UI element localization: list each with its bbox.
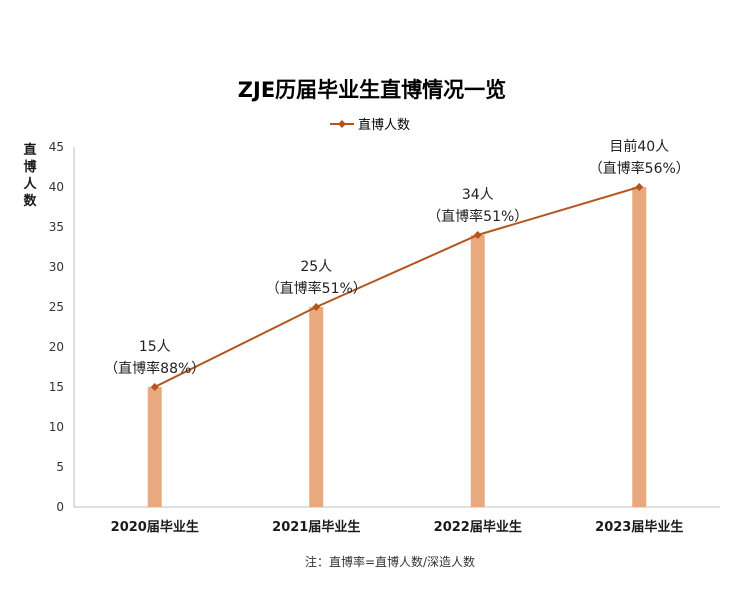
y-tick-label: 5 [56, 460, 64, 474]
y-tick-label: 15 [49, 380, 64, 394]
y-axis-title: 直博人数 [23, 142, 37, 209]
data-label-rate: （直博率51%） [427, 208, 528, 225]
line-point [312, 303, 321, 311]
x-category-label: 2022届毕业生 [434, 519, 522, 535]
chart-title: ZJE历届毕业生直博情况一览 [238, 78, 506, 102]
data-labels: 15人 （直博率88%） 25人 （直博率51%） 34人 （直博率51%） 目前40人 （直… [104, 138, 690, 377]
y-tick-label: 0 [56, 500, 64, 514]
bars [147, 187, 647, 507]
x-axis-categories: 2020届毕业生 2021届毕业生 2022届毕业生 2023届毕业生 [111, 519, 684, 535]
y-tick-label: 45 [49, 140, 64, 154]
x-category-label: 2021届毕业生 [272, 519, 360, 535]
y-axis-title-char: 博 [23, 159, 36, 175]
data-label: 25人 （直博率51%） [266, 259, 367, 297]
data-label-count: 15人 [139, 339, 171, 355]
data-label-count: 34人 [462, 187, 494, 203]
legend: 直博人数 [330, 118, 410, 133]
y-tick-label: 40 [49, 180, 64, 194]
line-point [473, 231, 482, 239]
bar [309, 307, 324, 507]
bar [470, 235, 485, 507]
data-label: 34人 （直博率51%） [427, 187, 528, 225]
data-label-rate: （直博率56%） [589, 160, 690, 177]
y-tick-label: 35 [49, 220, 64, 234]
y-axis-title-char: 直 [23, 142, 36, 158]
data-label-rate: （直博率51%） [266, 280, 367, 297]
y-axis-title-char: 人 [23, 176, 37, 192]
series-line [154, 186, 640, 388]
y-tick-label: 30 [49, 260, 64, 274]
y-axis-title-char: 数 [23, 193, 37, 209]
x-category-label: 2020届毕业生 [111, 519, 199, 535]
y-tick-label: 10 [49, 420, 64, 434]
y-tick-label: 25 [49, 300, 64, 314]
x-category-label: 2023届毕业生 [595, 519, 683, 535]
legend-diamond-icon [338, 120, 346, 128]
line-point [150, 383, 159, 391]
data-label-count: 目前40人 [609, 138, 669, 155]
bar [147, 387, 162, 507]
bar [632, 187, 647, 507]
line-point [635, 183, 644, 191]
data-label: 15人 （直博率88%） [104, 339, 205, 377]
y-tick-label: 20 [49, 340, 64, 354]
line-markers [150, 183, 644, 391]
y-axis-ticks: 0 5 10 15 20 25 30 35 40 45 [49, 140, 64, 514]
data-label-count: 25人 [300, 259, 332, 275]
data-label: 目前40人 （直博率56%） [589, 138, 690, 177]
data-label-rate: （直博率88%） [104, 360, 205, 377]
chart-note: 注：直博率=直博人数/深造人数 [305, 554, 475, 569]
legend-label: 直博人数 [358, 118, 410, 133]
